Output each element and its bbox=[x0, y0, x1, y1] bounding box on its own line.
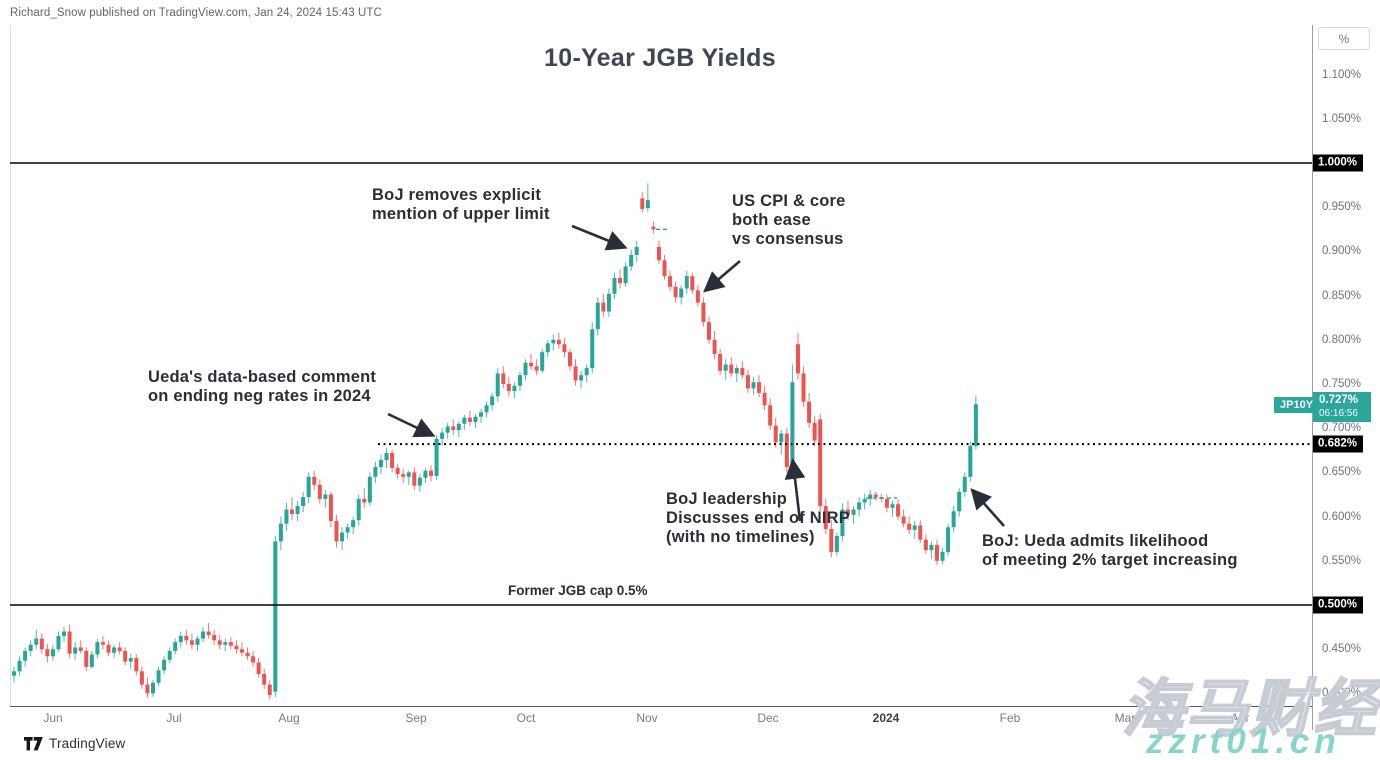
arrow-us-cpi bbox=[703, 260, 741, 293]
price-axis-border bbox=[1312, 25, 1313, 730]
price-axis-tick: 1.100% bbox=[1322, 68, 1362, 81]
price-axis-tick: 0.700% bbox=[1322, 422, 1362, 435]
last-price-value: 0.727% bbox=[1319, 394, 1359, 407]
annotation-us-cpi: US CPI & core both ease vs consensus bbox=[732, 192, 846, 249]
publish-attribution: Richard_Snow published on TradingView.co… bbox=[10, 7, 382, 19]
annotation-ueda-comment: Ueda's data-based comment on ending neg … bbox=[148, 368, 376, 406]
time-axis-label-feb: Feb bbox=[999, 711, 1021, 725]
arrow-ueda-admits bbox=[970, 488, 1005, 527]
price-axis-tick: 0.950% bbox=[1322, 201, 1362, 214]
annotation-boj-removes: BoJ removes explicit mention of upper li… bbox=[372, 186, 550, 224]
tradingview-logo-icon bbox=[24, 736, 43, 750]
tradingview-footer[interactable]: TradingView bbox=[24, 736, 126, 751]
arrow-boj-removes bbox=[571, 224, 628, 251]
watermark-url: zzrt01.cn bbox=[1146, 722, 1341, 760]
annotation-line: (with no timelines) bbox=[666, 528, 815, 546]
tradingview-logo-text: TradingView bbox=[49, 736, 126, 751]
price-axis-tick: 0.900% bbox=[1322, 245, 1362, 258]
annotation-line: BoJ leadership bbox=[666, 490, 788, 508]
annotation-line: vs consensus bbox=[732, 230, 844, 248]
annotation-line: mention of upper limit bbox=[372, 205, 550, 223]
time-axis-label-nov: Nov bbox=[636, 711, 658, 725]
annotation-former-jgb-cap: Former JGB cap 0.5% bbox=[508, 583, 648, 598]
annotation-line: of meeting 2% target increasing bbox=[982, 551, 1238, 569]
arrow-ueda-comment bbox=[387, 412, 436, 438]
time-axis-label-oct: Oct bbox=[516, 711, 536, 725]
price-axis-tick: 0.650% bbox=[1322, 466, 1362, 479]
arrow-nirp bbox=[784, 458, 806, 522]
annotation-line: BoJ: Ueda admits likelihood bbox=[982, 532, 1209, 550]
countdown-timer: 06:16:56 bbox=[1319, 408, 1358, 420]
time-axis-label-aug: Aug bbox=[278, 711, 300, 725]
last-price-badge: 0.727% 06:16:56 bbox=[1313, 392, 1371, 423]
price-axis-tick: 0.400% bbox=[1322, 687, 1362, 700]
axis-unit-button[interactable]: % bbox=[1318, 27, 1370, 50]
pane-left-border bbox=[10, 25, 11, 706]
symbol-label-badge: JP10Y bbox=[1274, 397, 1320, 413]
annotation-arrows bbox=[387, 224, 1005, 527]
annotation-nirp: BoJ leadership Discusses end of NIRP (wi… bbox=[666, 490, 850, 547]
price-axis-tick: 0.800% bbox=[1322, 333, 1362, 346]
price-axis-tick: 0.750% bbox=[1322, 378, 1362, 390]
annotation-line: on ending neg rates in 2024 bbox=[148, 387, 371, 405]
annotation-line: BoJ removes explicit bbox=[372, 186, 542, 204]
time-axis-label-jul: Jul bbox=[166, 711, 182, 725]
time-axis-border bbox=[10, 706, 1312, 707]
time-axis-label-dec: Dec bbox=[757, 711, 779, 725]
annotation-line: Discusses end of NIRP bbox=[666, 509, 850, 527]
time-axis-label-jun: Jun bbox=[43, 711, 63, 725]
price-level-badge: 1.000% bbox=[1313, 154, 1364, 172]
time-axis-label-sep: Sep bbox=[405, 711, 427, 725]
time-axis-label-mar: Mar bbox=[1114, 711, 1136, 725]
annotation-line: Ueda's data-based comment bbox=[148, 368, 377, 386]
time-axis-label-apr: Apr bbox=[1230, 711, 1250, 725]
price-axis-tick: 0.600% bbox=[1322, 510, 1362, 523]
annotation-ueda-admits: BoJ: Ueda admits likelihood of meeting 2… bbox=[982, 532, 1238, 570]
annotation-line: both ease bbox=[732, 211, 811, 229]
price-axis-tick: 0.450% bbox=[1322, 643, 1362, 656]
price-axis-tick: 0.550% bbox=[1322, 554, 1362, 567]
price-axis-tick: 0.850% bbox=[1322, 289, 1362, 302]
watermark-chinese: 海马财经 bbox=[1121, 674, 1379, 745]
chart-title: 10-Year JGB Yields bbox=[544, 44, 776, 72]
annotation-line: US CPI & core bbox=[732, 192, 846, 210]
price-level-badge: 0.682% bbox=[1313, 435, 1364, 453]
time-axis-label-2024: 2024 bbox=[872, 711, 900, 725]
price-axis-tick: 1.050% bbox=[1322, 112, 1362, 125]
price-level-badge: 0.500% bbox=[1313, 596, 1364, 614]
